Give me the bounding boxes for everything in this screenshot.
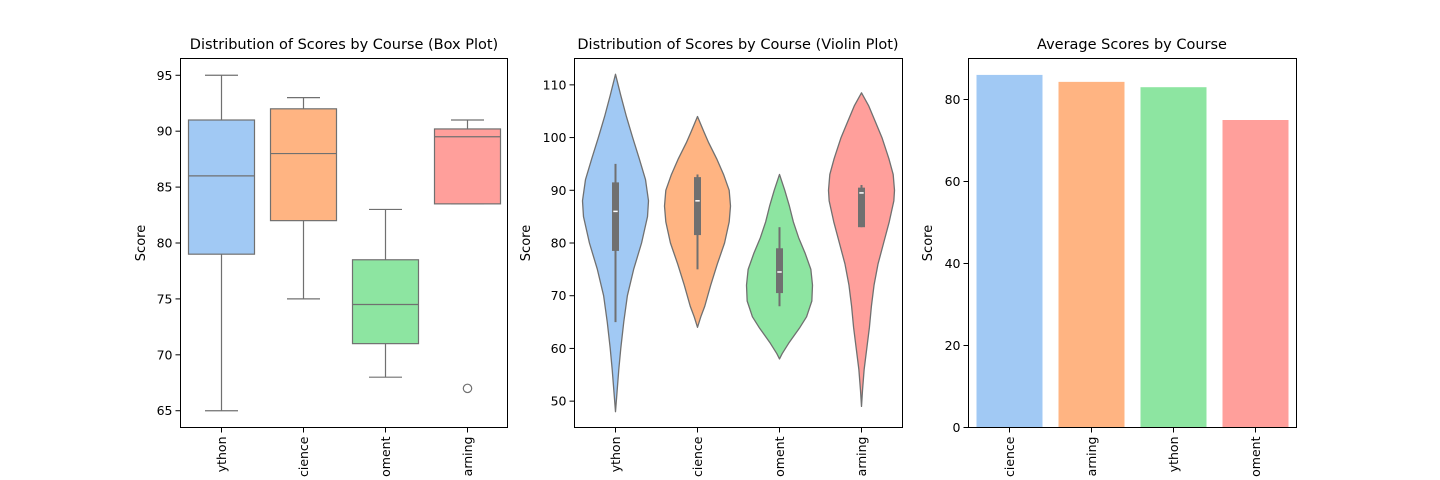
violin-plot-y-tick-label: 90: [551, 183, 567, 198]
box-plot-x-tick-label: ython: [214, 437, 229, 473]
bar-chart-title: Average Scores by Course: [1037, 37, 1227, 53]
violin-plot-panel: Distribution of Scores by Course (Violin…: [519, 37, 903, 477]
box-plot-x-tick-label: arning: [460, 437, 475, 477]
bar-chart-x-tick-label: arning: [1084, 437, 1099, 477]
bar-chart-y-tick-label: 60: [945, 174, 961, 189]
box-plot-y-tick-label: 90: [157, 124, 173, 139]
box-plot-x-ticks: ython cience oment arning: [214, 427, 475, 477]
box-plot-y-tick-label: 85: [157, 180, 173, 195]
violin-plot-marks: [581, 73, 896, 413]
box-plot-y-tick-label: 80: [157, 236, 173, 251]
bar-chart-y-tick-label: 20: [945, 338, 961, 353]
violin-plot-y-tick-label: 80: [551, 236, 567, 251]
violin-plot-frame: [574, 58, 903, 428]
bar: [1058, 81, 1125, 428]
box-plot-frame: [180, 58, 508, 428]
violin-plot-x-tick-label: ython: [608, 437, 623, 473]
bar-chart-y-axis-label: Score: [921, 225, 936, 261]
bar-chart-y-tick-label: 40: [945, 256, 961, 271]
box-iqr-rect: [351, 259, 420, 345]
violin-plot-y-tick-label: 110: [543, 77, 567, 92]
violin-plot-x-tick-label: cience: [690, 436, 705, 477]
violin-inner-box: [694, 177, 701, 236]
violin-plot-y-tick-label: 50: [551, 394, 567, 409]
box-iqr-rect: [269, 108, 338, 222]
box-plot-y-ticks: 65 70 75 80 85 90 95: [157, 68, 181, 418]
box-iqr-rect: [433, 128, 502, 205]
box-plot-y-tick-label: 75: [157, 291, 173, 306]
bar-chart-panel: Average Scores by Course Score 0 20 40 60 80…: [921, 37, 1297, 477]
box-plot-x-tick-label: oment: [378, 436, 393, 476]
bar-chart-y-tick-label: 0: [953, 420, 961, 435]
violin-plot-y-tick-label: 100: [543, 130, 567, 145]
violin-plot-x-tick-label: oment: [772, 436, 787, 476]
violin-plot-title: Distribution of Scores by Course (Violin…: [577, 37, 898, 53]
bar-chart-x-tick-label: cience: [1002, 436, 1017, 477]
box-plot-title: Distribution of Scores by Course (Box Pl…: [190, 37, 498, 53]
box-plot-y-tick-label: 95: [157, 68, 173, 83]
bar-chart-x-tick-label: oment: [1248, 436, 1263, 476]
violin-plot-x-ticks: ython cience oment arning: [608, 427, 869, 477]
box-plot-y-tick-label: 65: [157, 403, 173, 418]
violin-inner-box: [858, 187, 865, 228]
bar-chart-marks: [976, 74, 1289, 428]
box-plot-y-tick-label: 70: [157, 347, 173, 362]
box-plot-x-tick-label: cience: [296, 436, 311, 477]
violin-plot-x-tick-label: arning: [854, 437, 869, 477]
bar-chart-frame: [968, 58, 1297, 428]
bar-chart-x-ticks: cience arning ython oment: [1002, 427, 1263, 477]
violin-plot-y-ticks: 50 60 70 80 90 100 110: [543, 77, 575, 409]
bar: [1140, 87, 1207, 428]
bar-chart-x-tick-label: ython: [1166, 437, 1181, 473]
box-iqr-rect: [187, 119, 256, 255]
violin-plot-y-tick-label: 70: [551, 288, 567, 303]
box-plot-y-axis-label: Score: [134, 225, 149, 261]
bar-chart-y-ticks: 0 20 40 60 80: [945, 92, 969, 435]
bar-chart-y-tick-label: 80: [945, 92, 961, 107]
violin-plot-y-tick-label: 60: [551, 341, 567, 356]
bar: [1222, 120, 1289, 428]
violin-inner-box: [776, 248, 783, 294]
violin-plot-y-axis-label: Score: [519, 225, 534, 261]
box-plot-marks: [187, 74, 502, 412]
box-plot-panel: Distribution of Scores by Course (Box Pl…: [134, 37, 508, 477]
bar: [976, 74, 1043, 428]
violin-body: [827, 92, 896, 408]
box-outlier-point: [462, 383, 473, 394]
violin-inner-box: [612, 182, 619, 251]
